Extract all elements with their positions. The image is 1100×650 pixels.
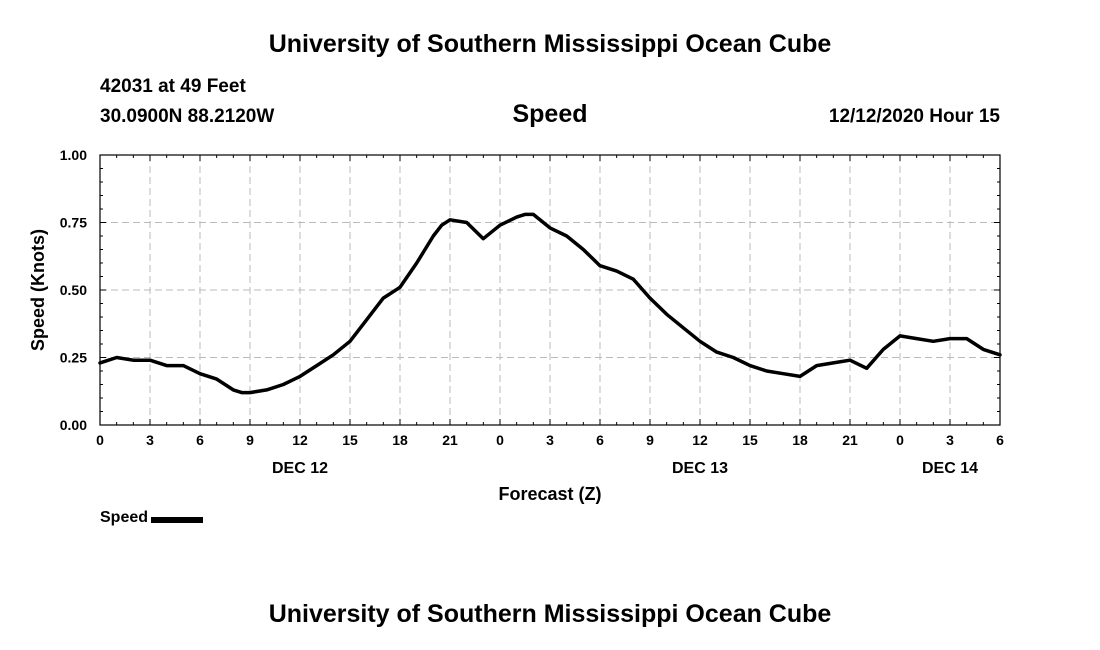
y-axis-title: Speed (Knots) xyxy=(28,229,48,351)
x-tick-label: 21 xyxy=(842,432,858,448)
x-tick-label: 6 xyxy=(996,432,1004,448)
x-axis-title: Forecast (Z) xyxy=(498,484,601,504)
legend: Speed xyxy=(100,509,204,527)
x-tick-label: 3 xyxy=(546,432,554,448)
station-label: 42031 at 49 Feet xyxy=(100,76,246,97)
x-tick-label: 9 xyxy=(646,432,654,448)
page-title: University of Southern Mississippi Ocean… xyxy=(268,30,832,58)
x-tick-label: 3 xyxy=(946,432,954,448)
x-tick-label: 9 xyxy=(246,432,254,448)
series-line-speed xyxy=(98,212,1002,395)
x-tick-label: 15 xyxy=(742,432,758,448)
x-tick-label: 6 xyxy=(196,432,204,448)
chart-title: Speed xyxy=(512,100,588,128)
x-day-label: DEC 13 xyxy=(672,460,728,477)
x-tick-label: 18 xyxy=(792,432,808,448)
y-tick-label: 0.00 xyxy=(60,417,87,433)
x-tick-label: 18 xyxy=(392,432,408,448)
legend-label: Speed xyxy=(100,509,149,526)
forecast-datetime: 12/12/2020 Hour 15 xyxy=(828,106,1000,127)
x-tick-label: 3 xyxy=(146,432,154,448)
x-tick-label: 12 xyxy=(692,432,708,448)
x-day-label: DEC 14 xyxy=(922,460,978,477)
x-tick-label: 0 xyxy=(896,432,904,448)
coordinates-label: 30.0900N 88.2120W xyxy=(100,106,275,127)
legend-line-swatch xyxy=(151,517,204,523)
y-tick-label: 1.00 xyxy=(60,147,87,163)
x-tick-label: 12 xyxy=(292,432,308,448)
x-tick-label: 6 xyxy=(596,432,604,448)
x-tick-label: 15 xyxy=(342,432,358,448)
footer-title: University of Southern Mississippi Ocean… xyxy=(268,600,832,628)
x-tick-label: 0 xyxy=(496,432,504,448)
y-tick-label: 0.50 xyxy=(60,282,87,298)
x-tick-label: 21 xyxy=(442,432,458,448)
y-tick-label: 0.25 xyxy=(60,350,87,366)
x-tick-label: 0 xyxy=(96,432,104,448)
y-tick-label: 0.75 xyxy=(60,215,87,231)
x-day-label: DEC 12 xyxy=(272,460,328,477)
